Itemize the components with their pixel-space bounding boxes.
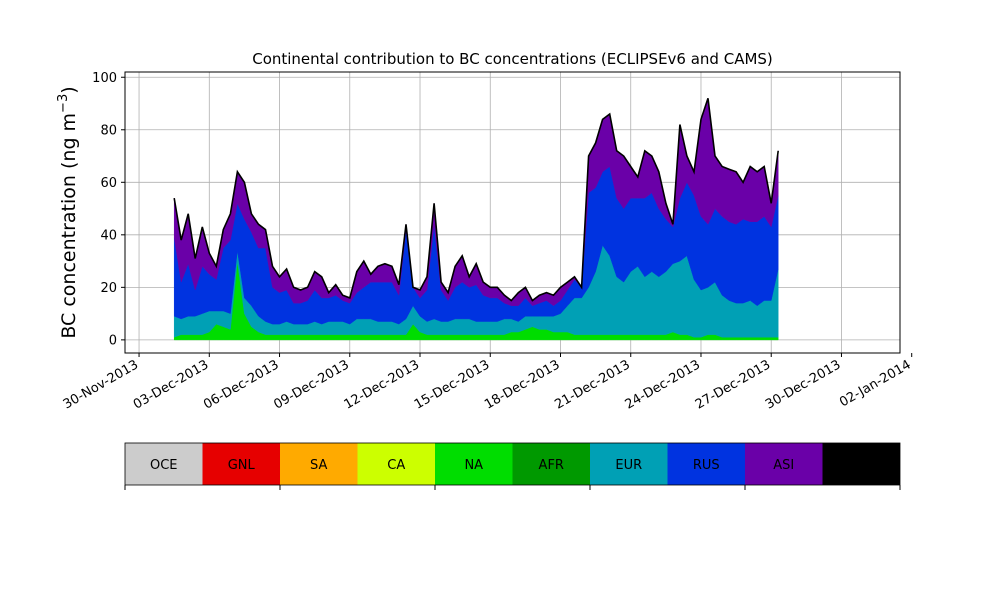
x-tick-label: 09-Dec-2013 [271,357,351,412]
x-tick-label: 30-Dec-2013 [763,357,843,412]
y-tick-label: 0 [109,333,117,348]
total-outline [173,98,779,302]
y-axis: 0 20 40 60 80 100 [92,71,125,348]
legend-swatch-aus [822,443,900,485]
legend-swatch-eur [590,443,668,485]
legend-label-ca: CA [387,458,405,473]
chart-title: Continental contribution to BC concentra… [252,50,773,68]
y-tick-label: 40 [100,228,117,243]
y-axis-label-exponent: −3 [56,94,71,113]
x-tick-label: 30-Nov-2013 [61,357,141,412]
y-tick-label: 60 [100,176,117,191]
legend-label-sa: SA [310,458,327,473]
x-tick-label: 12-Dec-2013 [342,357,422,412]
x-tick-label: 15-Dec-2013 [412,357,492,412]
y-tick-label: 100 [92,71,117,86]
legend-swatch-oce [125,443,203,485]
total-line [173,98,779,302]
x-tick-label: 24-Dec-2013 [623,357,703,412]
legend-label-na: NA [464,458,483,473]
legend-swatch-ca [357,443,435,485]
x-tick-label: 18-Dec-2013 [482,357,562,412]
legend-swatch-na [435,443,513,485]
x-tick-label: 21-Dec-2013 [552,357,632,412]
legend-frame [124,442,901,486]
legend-label-oce: OCE [150,458,178,473]
legend-label-gnl: GNL [228,458,256,473]
svg-text:BC concentration (ng m−3): BC concentration (ng m−3) [56,86,80,338]
legend-label-asi: ASI [773,458,794,473]
x-tick-label: 06-Dec-2013 [201,357,281,412]
x-tick-label: 02-Jan-2014 [837,357,914,410]
legend: OCE GNL SA CA NA AFR EUR RUS ASI AUS [124,442,901,490]
x-tick-label: 03-Dec-2013 [131,357,211,412]
stacked-areas [173,98,779,341]
legend-swatch-rus [667,443,745,485]
x-tick-label: 27-Dec-2013 [693,357,773,412]
y-tick-label: 80 [100,123,117,138]
plot-frame [124,71,901,354]
legend-swatch-sa [280,443,358,485]
legend-label-rus: RUS [693,458,720,473]
legend-label-eur: EUR [615,458,642,473]
legend-swatch-asi [745,443,823,485]
y-axis-label-close: ) [58,86,80,93]
legend-swatch-gnl [202,443,280,485]
y-axis-label-text: BC concentration (ng m [58,113,80,339]
y-axis-label: BC concentration (ng m−3) [56,86,80,338]
legend-label-afr: AFR [539,458,564,473]
legend-swatch-afr [512,443,590,485]
y-tick-label: 20 [100,281,117,296]
axes-frame [124,71,901,354]
x-axis: 30-Nov-201303-Dec-201306-Dec-201309-Dec-… [61,353,914,413]
legend-label-aus: AUS [848,458,875,473]
